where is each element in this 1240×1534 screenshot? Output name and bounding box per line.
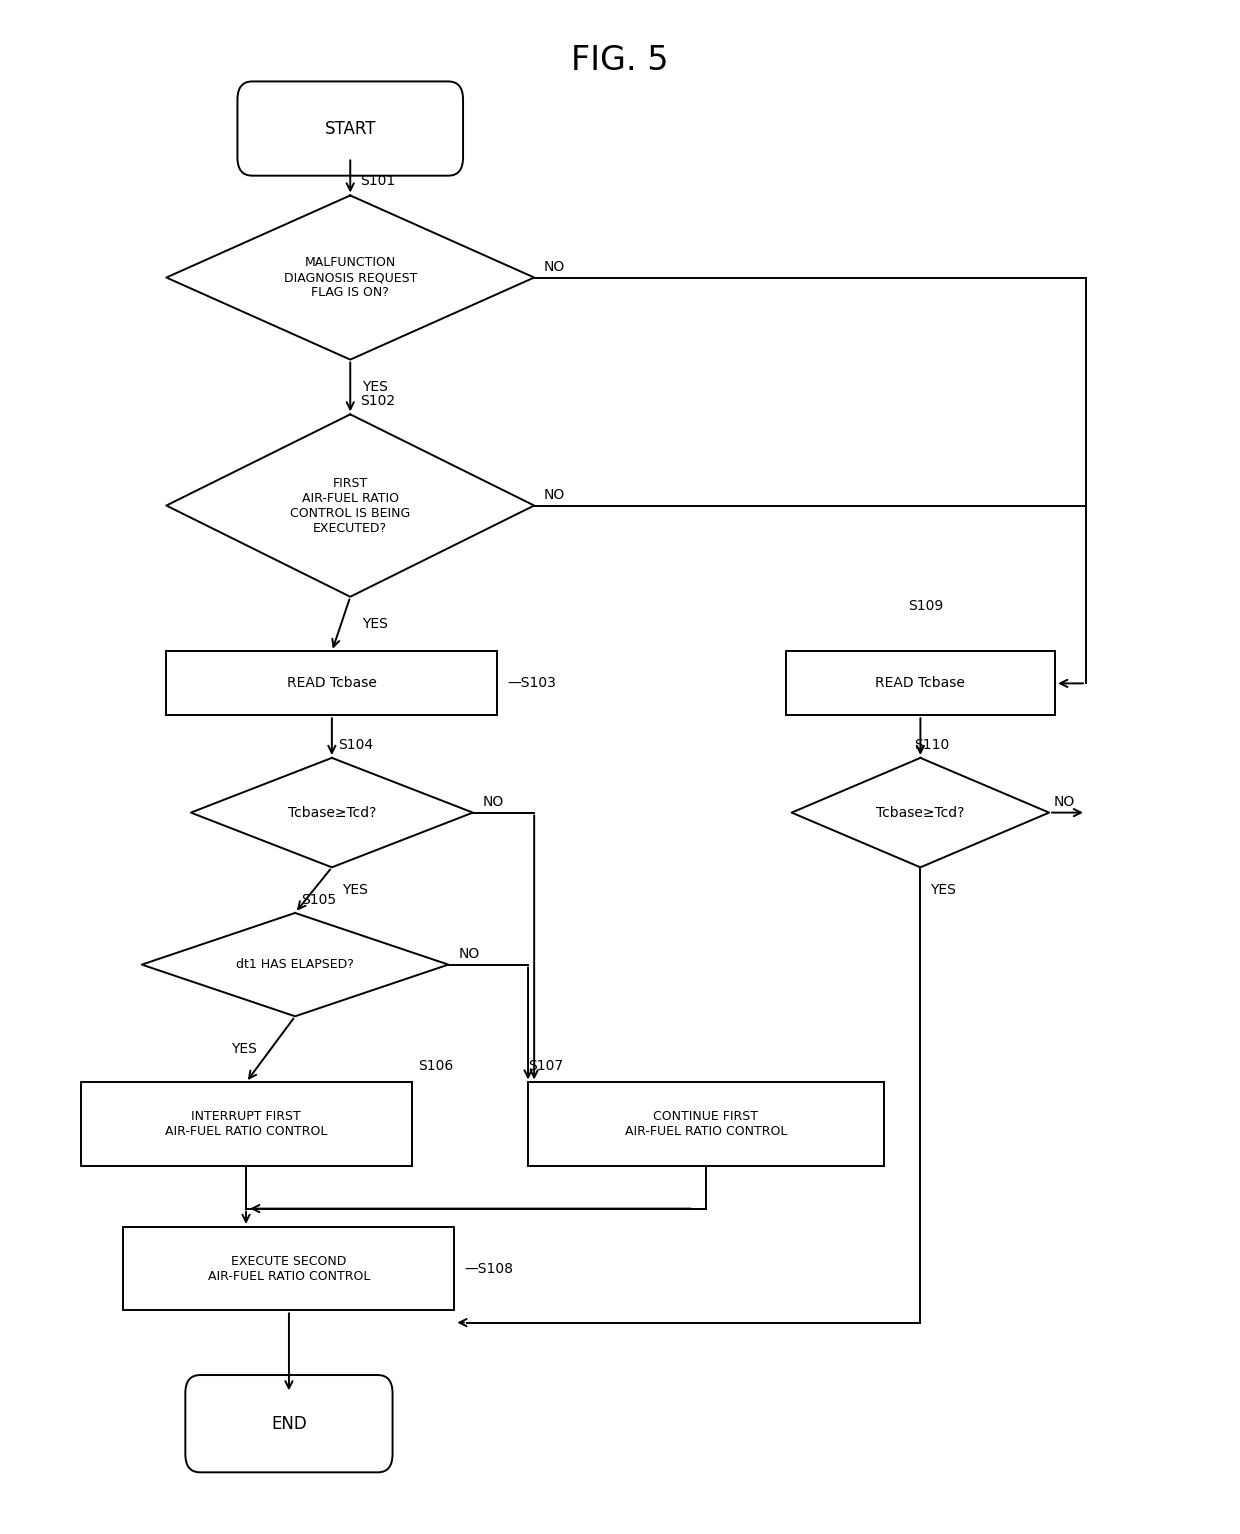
Text: INTERRUPT FIRST
AIR-FUEL RATIO CONTROL: INTERRUPT FIRST AIR-FUEL RATIO CONTROL	[165, 1111, 327, 1138]
Text: S101: S101	[360, 173, 396, 187]
Text: Tcbase≥Tcd?: Tcbase≥Tcd?	[877, 805, 965, 819]
Text: S110: S110	[914, 738, 950, 752]
Text: YES: YES	[362, 380, 388, 394]
Polygon shape	[166, 414, 534, 597]
Text: —S103: —S103	[507, 676, 556, 690]
Text: NO: NO	[482, 795, 503, 808]
Text: S105: S105	[301, 893, 336, 907]
Bar	[166, 652, 497, 715]
Text: FIG. 5: FIG. 5	[572, 43, 668, 77]
Text: CONTINUE FIRST
AIR-FUEL RATIO CONTROL: CONTINUE FIRST AIR-FUEL RATIO CONTROL	[625, 1111, 787, 1138]
Bar	[528, 1083, 884, 1166]
Polygon shape	[191, 758, 472, 867]
Text: FIRST
AIR-FUEL RATIO
CONTROL IS BEING
EXECUTED?: FIRST AIR-FUEL RATIO CONTROL IS BEING EX…	[290, 477, 410, 534]
Text: NO: NO	[1054, 795, 1075, 808]
Text: EXECUTE SECOND
AIR-FUEL RATIO CONTROL: EXECUTE SECOND AIR-FUEL RATIO CONTROL	[208, 1255, 370, 1282]
Bar	[124, 1227, 455, 1310]
Text: END: END	[272, 1414, 306, 1433]
Text: YES: YES	[342, 884, 367, 897]
Text: S104: S104	[339, 738, 373, 752]
Text: dt1 HAS ELAPSED?: dt1 HAS ELAPSED?	[236, 959, 353, 971]
Text: YES: YES	[930, 884, 956, 897]
Text: READ Tcbase: READ Tcbase	[286, 676, 377, 690]
Bar	[785, 652, 1055, 715]
Text: YES: YES	[232, 1043, 257, 1057]
Text: S107: S107	[528, 1060, 563, 1074]
Text: S106: S106	[418, 1060, 453, 1074]
Text: NO: NO	[544, 488, 565, 502]
Text: START: START	[325, 120, 376, 138]
Polygon shape	[141, 913, 449, 1017]
Text: S109: S109	[908, 600, 944, 614]
Text: NO: NO	[544, 259, 565, 275]
FancyBboxPatch shape	[237, 81, 463, 176]
Text: S102: S102	[360, 394, 396, 408]
Text: —S108: —S108	[464, 1261, 513, 1276]
Text: Tcbase≥Tcd?: Tcbase≥Tcd?	[288, 805, 376, 819]
Bar	[81, 1083, 412, 1166]
Text: READ Tcbase: READ Tcbase	[875, 676, 965, 690]
Text: MALFUNCTION
DIAGNOSIS REQUEST
FLAG IS ON?: MALFUNCTION DIAGNOSIS REQUEST FLAG IS ON…	[284, 256, 417, 299]
Polygon shape	[791, 758, 1049, 867]
Text: YES: YES	[362, 617, 388, 630]
Polygon shape	[166, 195, 534, 359]
FancyBboxPatch shape	[185, 1374, 393, 1473]
Text: NO: NO	[458, 946, 480, 960]
